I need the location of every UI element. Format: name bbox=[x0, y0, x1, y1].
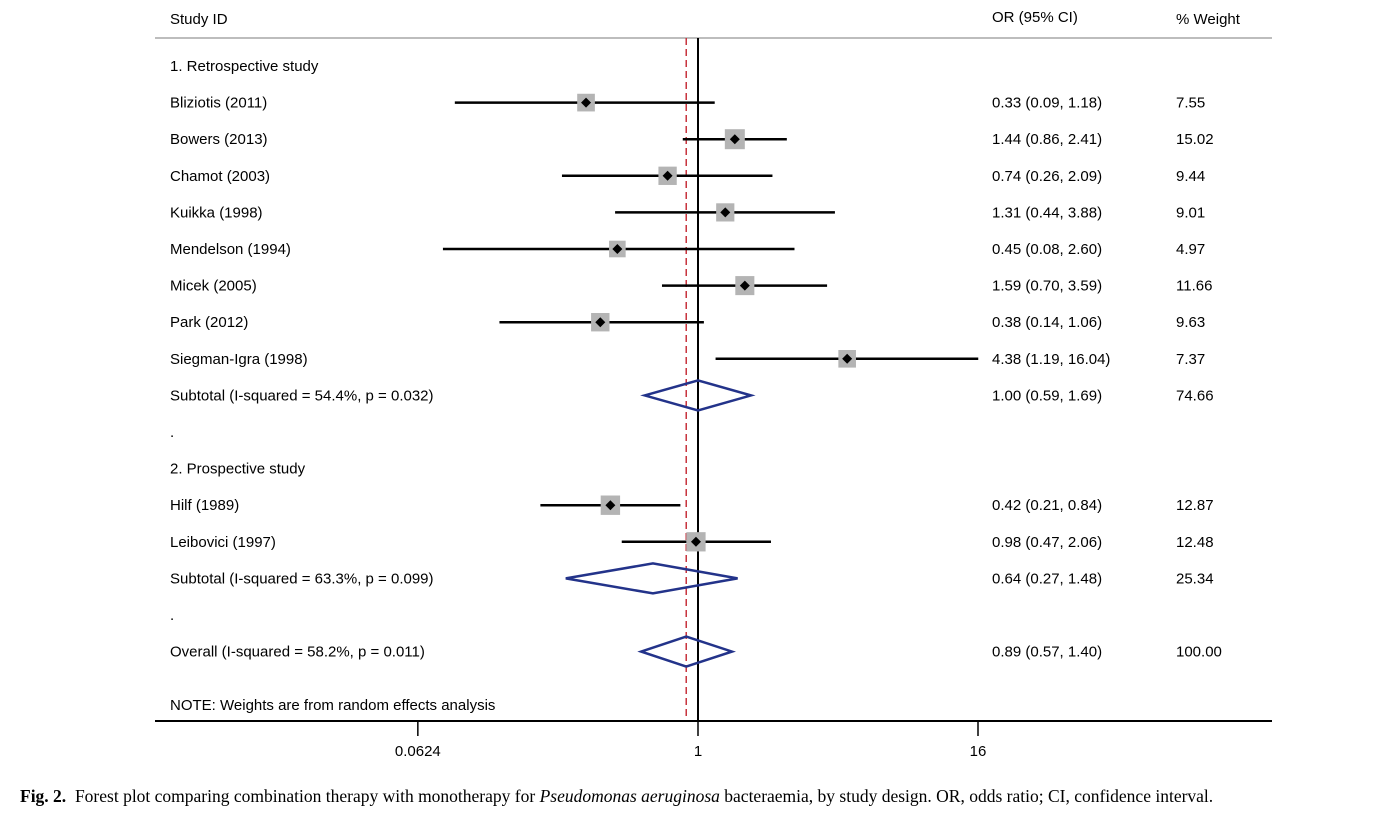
point-estimate bbox=[729, 134, 740, 145]
study-label: Hilf (1989) bbox=[170, 497, 239, 514]
study-label: Siegman-Igra (1998) bbox=[170, 351, 308, 368]
study-label: Overall (I-squared = 58.2%, p = 0.011) bbox=[170, 644, 425, 661]
header-study-id: Study ID bbox=[170, 11, 228, 28]
overall-diamond bbox=[637, 635, 736, 668]
row-overall: Overall (I-squared = 58.2%, p = 0.011) 0.… bbox=[170, 635, 1222, 668]
study-label: Kuikka (1998) bbox=[170, 204, 263, 221]
weight-value: 11.66 bbox=[1176, 278, 1212, 295]
or-ci-value: 1.44 (0.86, 2.41) bbox=[992, 131, 1102, 148]
column-headers: Study ID OR (95% CI) % Weight bbox=[170, 9, 1241, 28]
forest-rows: 1. Retrospective study Bliziotis (2011) 0.… bbox=[170, 58, 1222, 668]
study-label: Leibovici (1997) bbox=[170, 534, 276, 551]
or-ci-value: 0.98 (0.47, 2.06) bbox=[992, 534, 1102, 551]
note-text: NOTE: Weights are from random effects an… bbox=[170, 697, 495, 714]
point-estimate bbox=[720, 207, 731, 218]
or-ci-value: 1.31 (0.44, 3.88) bbox=[992, 204, 1102, 221]
row-study: Park (2012) 0.38 (0.14, 1.06) 9.63 bbox=[170, 312, 1205, 332]
weight-value: 9.44 bbox=[1176, 168, 1205, 185]
or-ci-value: 0.33 (0.09, 1.18) bbox=[992, 95, 1102, 112]
or-ci-value: 0.89 (0.57, 1.40) bbox=[992, 644, 1102, 661]
header-or-ci: OR (95% CI) bbox=[992, 9, 1078, 26]
subtotal-diamond bbox=[640, 379, 756, 412]
row-group: 2. Prospective study bbox=[170, 461, 306, 478]
weight-value: 7.55 bbox=[1176, 95, 1205, 112]
point-estimate bbox=[690, 536, 701, 547]
study-label: Mendelson (1994) bbox=[170, 241, 291, 258]
or-ci-value: 0.74 (0.26, 2.09) bbox=[992, 168, 1102, 185]
row-study: Hilf (1989) 0.42 (0.21, 0.84) 12.87 bbox=[170, 495, 1214, 515]
row-study: Chamot (2003) 0.74 (0.26, 2.09) 9.44 bbox=[170, 166, 1205, 185]
row-study: Siegman-Igra (1998) 4.38 (1.19, 16.04) 7.3… bbox=[170, 349, 1205, 368]
weight-value: 12.87 bbox=[1176, 497, 1214, 514]
row-study: Kuikka (1998) 1.31 (0.44, 3.88) 9.01 bbox=[170, 203, 1205, 222]
row-study: Mendelson (1994) 0.45 (0.08, 2.60) 4.97 bbox=[170, 240, 1205, 258]
weight-value: 7.37 bbox=[1176, 351, 1205, 368]
row-study: Bliziotis (2011) 0.33 (0.09, 1.18) 7.55 bbox=[170, 93, 1205, 112]
caption-text-before: Forest plot comparing combination therap… bbox=[74, 786, 540, 806]
row-subtotal: Subtotal (I-squared = 63.3%, p = 0.099) 0… bbox=[170, 562, 1214, 595]
study-label: Subtotal (I-squared = 54.4%, p = 0.032) bbox=[170, 387, 434, 404]
weight-value: 15.02 bbox=[1176, 131, 1214, 148]
spacer-dot: . bbox=[170, 424, 174, 441]
or-ci-value: 1.00 (0.59, 1.69) bbox=[992, 387, 1102, 404]
study-label: Bowers (2013) bbox=[170, 131, 268, 148]
x-axis-ticks: 0.0624 1 16 bbox=[395, 721, 986, 760]
weight-value: 4.97 bbox=[1176, 241, 1205, 258]
row-study: Micek (2005) 1.59 (0.70, 3.59) 11.66 bbox=[170, 276, 1212, 296]
subtotal-diamond bbox=[565, 562, 738, 595]
point-estimate bbox=[605, 500, 616, 511]
row-study: Bowers (2013) 1.44 (0.86, 2.41) 15.02 bbox=[170, 129, 1214, 150]
or-ci-value: 4.38 (1.19, 16.04) bbox=[992, 351, 1110, 368]
group-heading: 1. Retrospective study bbox=[170, 58, 319, 75]
figure-caption: Fig. 2. Forest plot comparing combinatio… bbox=[20, 786, 1213, 807]
x-tick-label: 0.0624 bbox=[395, 743, 441, 760]
study-label: Micek (2005) bbox=[170, 278, 257, 295]
study-label: Park (2012) bbox=[170, 314, 248, 331]
study-label: Bliziotis (2011) bbox=[170, 95, 267, 112]
group-heading: 2. Prospective study bbox=[170, 461, 306, 478]
study-label: Chamot (2003) bbox=[170, 168, 270, 185]
point-estimate bbox=[612, 244, 623, 254]
study-label: Subtotal (I-squared = 63.3%, p = 0.099) bbox=[170, 570, 434, 587]
point-estimate bbox=[662, 170, 673, 181]
point-estimate bbox=[581, 97, 592, 108]
row-subtotal: Subtotal (I-squared = 54.4%, p = 0.032) 1… bbox=[170, 379, 1214, 412]
spacer-dot: . bbox=[170, 607, 174, 624]
row-group: 1. Retrospective study bbox=[170, 58, 319, 75]
or-ci-value: 0.64 (0.27, 1.48) bbox=[992, 570, 1102, 587]
or-ci-value: 0.38 (0.14, 1.06) bbox=[992, 314, 1102, 331]
caption-text-after: bacteraemia, by study design. OR, odds r… bbox=[719, 786, 1214, 806]
weight-value: 100.00 bbox=[1176, 644, 1222, 661]
forest-plot: Study ID OR (95% CI) % Weight 1. Retrosp… bbox=[155, 9, 1272, 760]
or-ci-value: 1.59 (0.70, 3.59) bbox=[992, 278, 1102, 295]
weight-value: 74.66 bbox=[1176, 387, 1214, 404]
weight-value: 9.63 bbox=[1176, 314, 1205, 331]
row-spacer: . bbox=[170, 607, 174, 624]
caption-label: Fig. 2. bbox=[20, 786, 67, 806]
weight-value: 25.34 bbox=[1176, 570, 1214, 587]
or-ci-value: 0.45 (0.08, 2.60) bbox=[992, 241, 1102, 258]
point-estimate bbox=[739, 280, 750, 291]
point-estimate bbox=[595, 317, 606, 328]
x-tick-label: 16 bbox=[970, 743, 987, 760]
weight-value: 9.01 bbox=[1176, 204, 1205, 221]
row-spacer: . bbox=[170, 424, 174, 441]
or-ci-value: 0.42 (0.21, 0.84) bbox=[992, 497, 1102, 514]
row-study: Leibovici (1997) 0.98 (0.47, 2.06) 12.48 bbox=[170, 532, 1214, 552]
point-estimate bbox=[842, 353, 853, 364]
x-tick-label: 1 bbox=[694, 743, 702, 760]
header-weight: % Weight bbox=[1176, 11, 1241, 28]
caption-italic: Pseudomonas aeruginosa bbox=[539, 786, 720, 806]
weight-value: 12.48 bbox=[1176, 534, 1214, 551]
